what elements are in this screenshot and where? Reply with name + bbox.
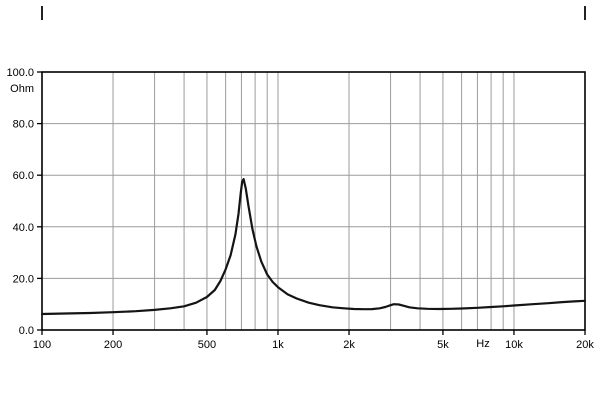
- x-tick-label: 2k: [343, 339, 355, 351]
- x-tick-label: 500: [198, 339, 216, 351]
- y-tick-label: 20.0: [13, 273, 34, 285]
- x-tick-label: 200: [104, 339, 122, 351]
- x-tick-label: 100: [33, 339, 51, 351]
- x-axis-unit-label: Hz: [476, 338, 490, 350]
- y-tick-label: 80.0: [13, 119, 34, 131]
- impedance-curve: [40, 178, 587, 316]
- y-tick-label: 60.0: [13, 170, 34, 182]
- y-tick-label: 100.0: [6, 67, 34, 79]
- plot-border: [41, 71, 586, 331]
- y-tick-label: 0.0: [19, 325, 34, 337]
- x-tick-label: 5k: [437, 339, 449, 351]
- y-tick-label: 40.0: [13, 222, 34, 234]
- x-tick-label: 1k: [272, 339, 284, 351]
- x-tick-label: 10k: [505, 339, 523, 351]
- x-tick-label: 20k: [576, 339, 594, 351]
- y-axis-unit-label: Ohm: [10, 83, 34, 95]
